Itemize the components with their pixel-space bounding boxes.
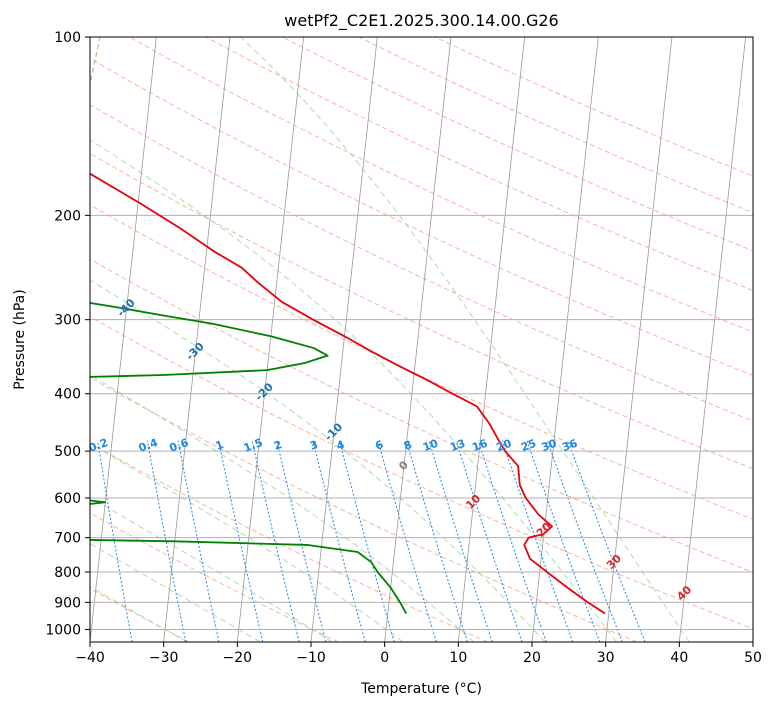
mixing-ratio-line <box>251 440 300 642</box>
x-tick-label: −40 <box>75 650 105 666</box>
dry-adiabat <box>205 37 753 292</box>
mixing-ratio-line <box>276 440 327 642</box>
mixing-ratio-line <box>455 440 523 642</box>
dry-adiabat <box>90 258 753 574</box>
mixing-ratio-line <box>501 440 574 642</box>
mixing-ratio-line <box>377 440 437 642</box>
moist-adiabat <box>90 496 333 642</box>
mixing-ratio-line <box>338 440 395 642</box>
y-tick-label: 200 <box>54 208 81 224</box>
dry-adiabat <box>90 377 638 642</box>
x-tick-label: 20 <box>523 650 541 666</box>
y-tick-label: 900 <box>54 595 81 611</box>
dry-adiabat <box>129 37 753 333</box>
axis-layer: −40 −30 −20 −10 0 10 20 30 40 5010020030040050060… <box>45 30 762 666</box>
mixing-ratio-label: 10 <box>421 437 440 455</box>
moist-adiabat <box>90 543 261 642</box>
mixing-ratio-line <box>312 440 366 642</box>
mixing-ratio-label: 30 <box>540 437 559 455</box>
mixing-ratio-label: 0.6 <box>168 436 191 455</box>
x-tick-label: −30 <box>149 650 179 666</box>
y-tick-label: 100 <box>54 30 81 46</box>
isotherm-line <box>236 37 305 642</box>
dry-adiabat <box>90 152 753 470</box>
isotherm-line <box>678 37 747 642</box>
mixing-ratio-line <box>477 440 547 642</box>
mixing-ratio-label: 4 <box>335 438 347 453</box>
isotherm-line <box>605 37 673 642</box>
x-tick-label: 10 <box>449 650 467 666</box>
mixing-ratio-line <box>177 440 220 642</box>
mixing-ratio-label: 20 <box>495 437 514 455</box>
y-tick-label: 1000 <box>45 622 81 638</box>
temperature-trace <box>90 172 606 615</box>
y-tick-label: 300 <box>54 313 81 329</box>
y-tick-label: 800 <box>54 565 81 581</box>
mixing-ratio-label: 0.4 <box>137 436 160 455</box>
moist-adiabat <box>90 279 546 642</box>
mixing-ratio-label: 1.5 <box>242 436 265 455</box>
dry-adiabat <box>90 104 753 422</box>
dry-adiabat <box>90 442 488 642</box>
y-axis-label: Pressure (hPa) <box>12 289 28 389</box>
dry-adiabat <box>434 37 753 177</box>
mixing-ratio-line <box>97 440 133 642</box>
mixing-ratio-label: 3 <box>308 438 320 453</box>
dry-adiabat <box>90 315 753 630</box>
moist-adiabat <box>90 139 618 642</box>
mixing-ratio-label: 6 <box>374 438 386 453</box>
moist-adiabat <box>240 37 690 642</box>
mixing-ratio-line <box>428 440 493 642</box>
chart-title: wetPf2_C2E1.2025.300.14.00.G26 <box>284 11 558 31</box>
mixing-ratio-label: 13 <box>448 437 467 454</box>
mixing-ratio-label: 16 <box>470 437 489 455</box>
plot-frame <box>89 36 754 643</box>
mixing-ratio-label: 2 <box>272 438 284 453</box>
mixing-ratio-line <box>546 440 623 642</box>
isotherm-line <box>310 37 378 642</box>
y-tick-label: 400 <box>54 387 81 403</box>
dry-adiabat <box>90 57 753 377</box>
y-tick-label: 600 <box>54 491 81 507</box>
y-tick-label: 500 <box>54 444 81 460</box>
mixing-ratio-line <box>405 440 468 642</box>
mixing-ratio-label: 36 <box>560 437 579 455</box>
x-tick-label: 0 <box>380 650 389 666</box>
isotherm-line <box>457 37 526 642</box>
x-axis-label: Temperature (°C) <box>360 681 482 697</box>
x-tick-label: −10 <box>296 650 326 666</box>
x-tick-label: −20 <box>223 650 253 666</box>
data-layer <box>90 172 606 615</box>
x-tick-label: 30 <box>597 650 615 666</box>
mixing-ratio-label: 8 <box>402 438 414 453</box>
isotherm-line <box>531 37 599 642</box>
moist-adiabat <box>90 442 404 642</box>
x-tick-label: 50 <box>744 650 762 666</box>
isotherm-line <box>90 37 157 642</box>
moist-adiabat <box>90 374 475 642</box>
mixing-ratio-label: 25 <box>519 437 538 454</box>
mixing-ratio-label: 1 <box>214 438 226 453</box>
dry-adiabat <box>282 37 753 252</box>
mixing-ratio-line <box>218 440 264 642</box>
mixing-ratio-line <box>146 440 187 642</box>
x-tick-label: 40 <box>670 650 688 666</box>
y-tick-label: 700 <box>54 531 81 547</box>
isotherm-line <box>384 37 452 642</box>
mixing-ratio-line <box>526 440 601 642</box>
